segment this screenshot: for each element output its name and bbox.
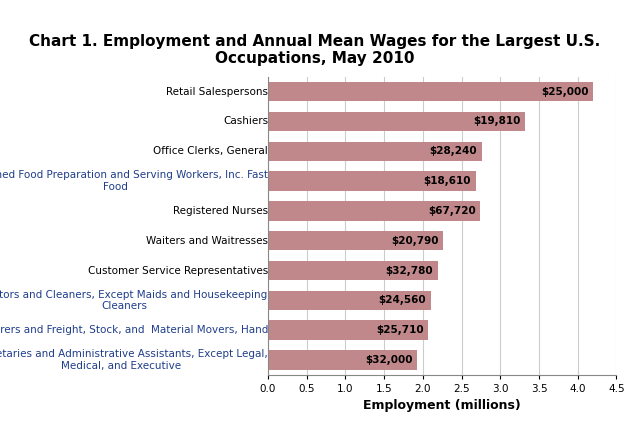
Text: Cashiers: Cashiers	[223, 116, 268, 127]
Bar	[268, 171, 476, 191]
Text: Combined Food Preparation and Serving Workers, Inc. Fast
Food: Combined Food Preparation and Serving Wo…	[0, 170, 268, 192]
X-axis label: Employment (millions): Employment (millions)	[364, 400, 521, 412]
Text: $25,000: $25,000	[541, 86, 589, 97]
Text: Registered Nurses: Registered Nurses	[173, 206, 268, 216]
Bar	[268, 82, 593, 101]
Bar	[268, 141, 482, 161]
Text: Office Clerks, General: Office Clerks, General	[153, 146, 268, 156]
Bar	[268, 350, 418, 370]
Text: Customer Service Representatives: Customer Service Representatives	[88, 265, 268, 276]
Bar	[268, 261, 438, 280]
Text: $20,790: $20,790	[391, 236, 438, 246]
Text: $25,710: $25,710	[376, 325, 424, 335]
Bar	[268, 201, 480, 221]
Bar	[268, 291, 431, 310]
Text: Retail Salespersons: Retail Salespersons	[166, 86, 268, 97]
Bar	[268, 112, 525, 131]
Text: Chart 1. Employment and Annual Mean Wages for the Largest U.S.
Occupations, May : Chart 1. Employment and Annual Mean Wage…	[29, 34, 600, 66]
Text: $19,810: $19,810	[473, 116, 520, 127]
Text: Secretaries and Administrative Assistants, Except Legal,
Medical, and Executive: Secretaries and Administrative Assistant…	[0, 349, 268, 371]
Text: $18,610: $18,610	[423, 176, 471, 186]
Text: $32,000: $32,000	[365, 355, 413, 365]
Text: Laborers and Freight, Stock, and  Material Movers, Hand: Laborers and Freight, Stock, and Materia…	[0, 325, 268, 335]
Text: $28,240: $28,240	[430, 146, 477, 156]
Text: $24,560: $24,560	[379, 295, 426, 305]
Bar	[268, 231, 443, 250]
Bar	[268, 320, 428, 340]
Text: Waiters and Waitresses: Waiters and Waitresses	[146, 236, 268, 246]
Text: $32,780: $32,780	[386, 265, 433, 276]
Text: $67,720: $67,720	[428, 206, 476, 216]
Text: Janitors and Cleaners, Except Maids and Housekeeping
Cleaners: Janitors and Cleaners, Except Maids and …	[0, 290, 268, 311]
